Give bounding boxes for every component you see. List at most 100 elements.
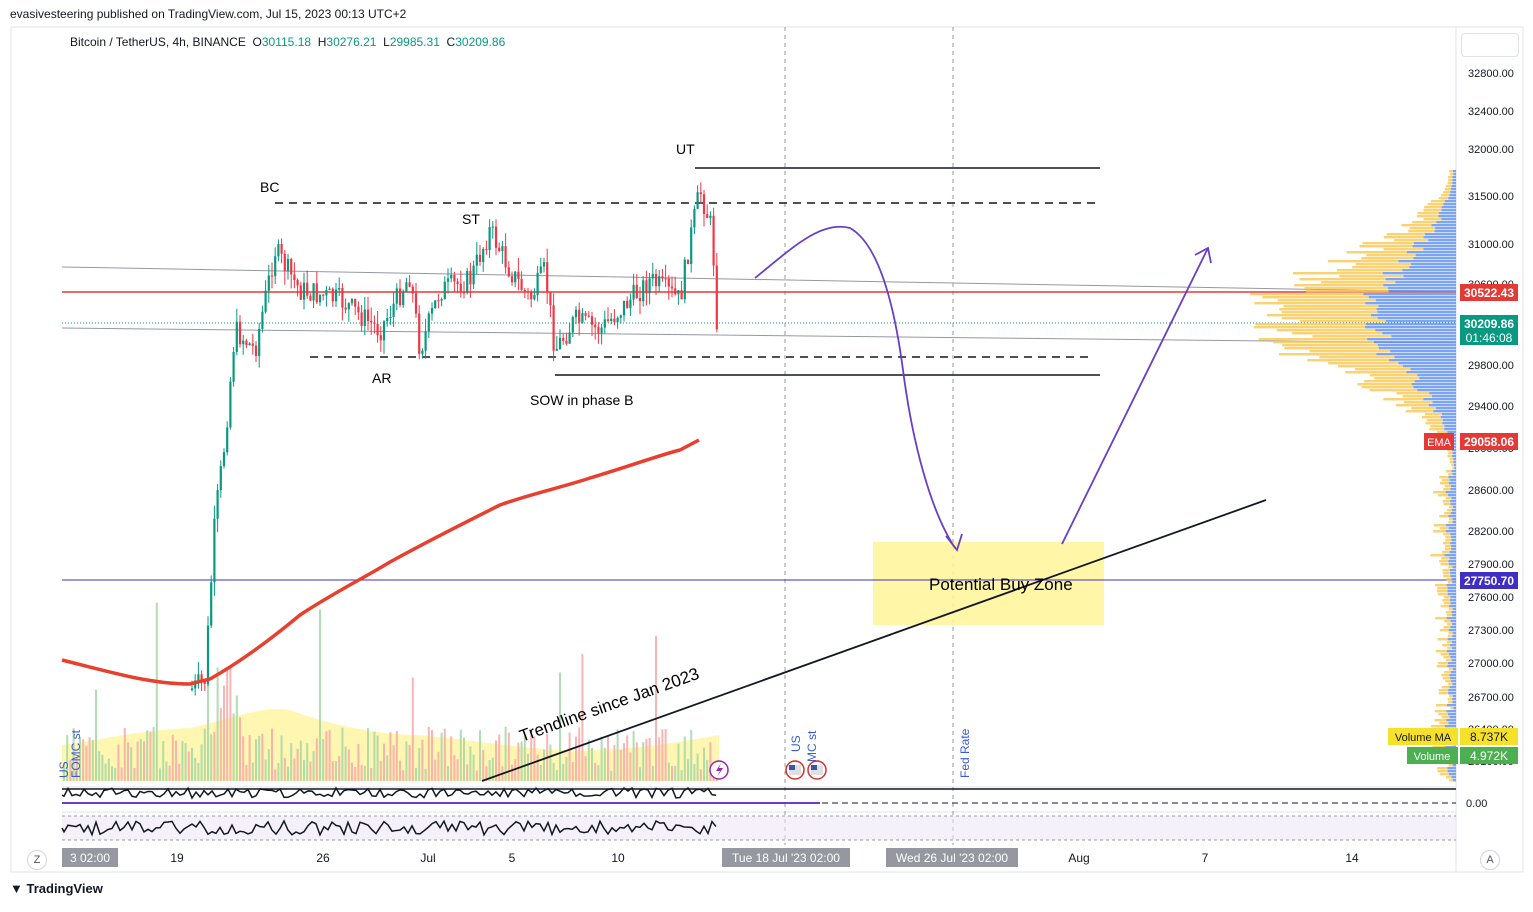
volume-bar (322, 739, 325, 781)
volume-bar (296, 748, 299, 781)
left-us-label: US (57, 761, 71, 778)
candle-body (520, 278, 523, 291)
volume-bar (63, 763, 65, 781)
profile-bar-buy (1447, 587, 1456, 590)
profile-bar-sell (1433, 530, 1446, 533)
volume-bar (386, 755, 389, 781)
profile-bar-buy (1446, 719, 1456, 722)
tradingview-logo[interactable]: ▼ TradingView (10, 881, 103, 896)
profile-bar-sell (1294, 284, 1384, 287)
buy-zone-label: Potential Buy Zone (929, 575, 1073, 594)
profile-bar-sell (1442, 191, 1451, 194)
candle-body (610, 318, 613, 322)
profile-bar-sell (1440, 773, 1449, 776)
profile-bar-buy (1385, 278, 1456, 281)
profile-bar-buy (1452, 566, 1456, 569)
profile-bar-buy (1394, 356, 1456, 359)
profile-bar-sell (1396, 392, 1430, 395)
volume-bar (607, 735, 609, 781)
volume-bar (331, 760, 334, 781)
z-button[interactable]: Z (27, 850, 47, 870)
profile-bar-buy (1365, 323, 1456, 326)
volume-bar (632, 731, 635, 781)
volume-bar (373, 731, 376, 781)
profile-bar-sell (1444, 548, 1452, 551)
profile-bar-buy (1378, 347, 1456, 350)
x-edge-tag (62, 848, 118, 867)
volume-bar (267, 749, 270, 781)
countdown-label: 01:46:08 (1466, 331, 1513, 345)
volume-bar (597, 765, 600, 781)
symbol-legend[interactable]: Bitcoin / TetherUS, 4h, BINANCE O30115.1… (70, 35, 505, 49)
profile-bar-sell (1362, 242, 1414, 245)
profile-bar-sell (1309, 350, 1391, 353)
lightning-glyph (716, 763, 723, 777)
y-tick-label: 32000.00 (1468, 144, 1514, 156)
profile-bar-sell (1281, 317, 1378, 320)
profile-bar-buy (1451, 539, 1456, 542)
volume-bar (651, 765, 654, 781)
volume-bar (175, 740, 177, 781)
volume-bar (626, 735, 629, 781)
candle-body (709, 215, 712, 218)
candle-body (562, 337, 565, 341)
profile-bar-buy (1403, 275, 1456, 278)
candle-body (283, 253, 286, 272)
profile-bar-buy (1451, 614, 1456, 617)
volume-bar (184, 743, 187, 781)
profile-bar-sell (1445, 185, 1452, 188)
volume-bar (575, 736, 577, 781)
profile-bar-sell (1327, 260, 1399, 263)
volume-bar (418, 748, 421, 781)
profile-bar-sell (1359, 245, 1413, 248)
profile-bar-buy (1448, 689, 1456, 692)
toolbar-box[interactable] (1461, 33, 1519, 57)
profile-bar-sell (1361, 257, 1414, 260)
volume-bar (303, 759, 305, 781)
volume-bar (549, 744, 552, 781)
profile-bar-sell (1437, 770, 1448, 773)
volume-bar (79, 736, 81, 781)
volume-bar (223, 685, 225, 781)
volume-bar (562, 763, 565, 781)
x-range-tag-1 (722, 848, 850, 867)
ema-value-tag (1460, 433, 1518, 450)
profile-bar-sell (1444, 485, 1451, 488)
volume-bar (687, 759, 689, 781)
fomc-event-label: MC st (805, 730, 819, 762)
candle-body (530, 292, 533, 300)
candle-body (536, 272, 539, 296)
profile-bar-buy (1452, 581, 1456, 584)
profile-bar-sell (1442, 542, 1451, 545)
profile-bar-buy (1444, 554, 1456, 557)
volume-bar (91, 740, 94, 781)
profile-bar-buy (1448, 560, 1456, 563)
profile-bar-sell (1445, 536, 1452, 539)
profile-bar-buy (1413, 257, 1456, 260)
candle-body (354, 298, 357, 307)
profile-bar-buy (1450, 656, 1456, 659)
volume-bar (69, 759, 72, 781)
a-button[interactable]: A (1480, 850, 1500, 870)
volume-bar (498, 734, 501, 781)
profile-bar-buy (1453, 779, 1456, 782)
volume-bar (165, 761, 168, 781)
us-flag-canton-1 (789, 765, 795, 770)
volume-bar (383, 743, 385, 781)
volume-bar (450, 736, 453, 781)
volume-bar (655, 635, 657, 781)
y-tick-label: 29400.00 (1468, 401, 1514, 413)
volume-bar (495, 740, 497, 781)
profile-bar-buy (1450, 596, 1456, 599)
profile-bar-buy (1377, 317, 1456, 320)
candle-body (501, 246, 504, 252)
profile-bar-sell (1443, 575, 1451, 578)
profile-bar-buy (1377, 311, 1456, 314)
profile-bar-sell (1328, 362, 1399, 365)
profile-bar-buy (1415, 254, 1456, 257)
volume-bar (514, 759, 517, 781)
volume-bar (277, 763, 280, 781)
profile-bar-sell (1434, 719, 1447, 722)
